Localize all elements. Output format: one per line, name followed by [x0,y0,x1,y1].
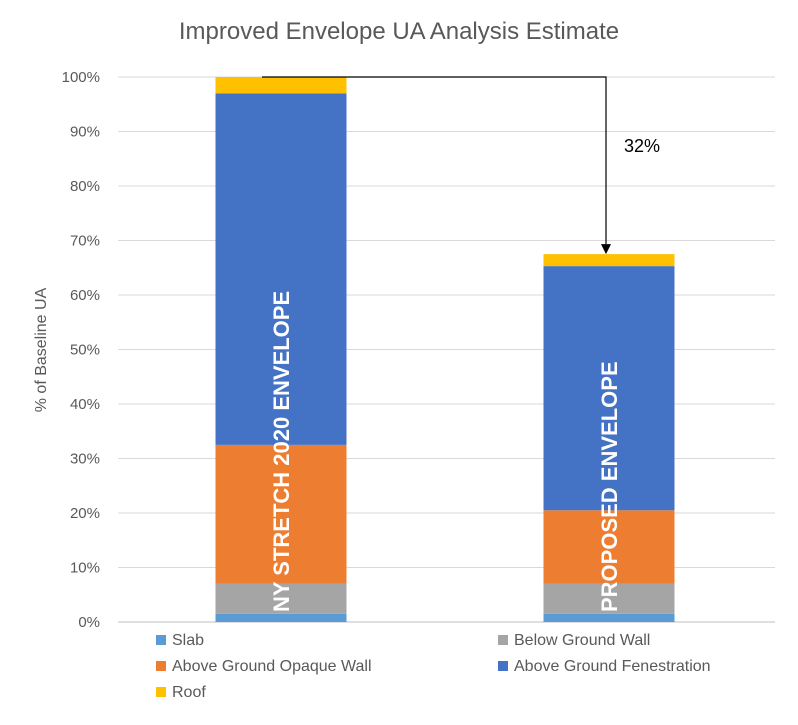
bar-segment [215,93,347,445]
legend-swatch [498,661,508,671]
legend-item: Slab [156,632,204,650]
reduction-annotation: 32% [262,76,660,255]
bar-category-labels: NY STRETCH 2020 ENVELOPE PROPOSED ENVELOP… [269,291,622,612]
legend-label: Below Ground Wall [514,632,651,649]
bar-segment [543,613,675,622]
legend-item: Above Ground Fenestration [498,658,711,676]
y-tick-label: 100% [62,69,100,86]
y-tick-label: 60% [70,287,100,304]
legend-swatch [156,661,166,671]
legend-item: Roof [156,684,206,702]
bar-segment [215,613,347,622]
legend-swatch [498,635,508,645]
y-tick-label: 10% [70,560,100,577]
bars [215,77,675,622]
legend-label: Above Ground Opaque Wall [172,658,372,675]
legend-swatch [156,687,166,697]
y-axis-ticks: 0% 10% 20% 30% 40% 50% 60% 70% 80% 90% 100% [62,69,100,631]
legend-swatch [156,635,166,645]
annotation-label: 32% [624,136,660,156]
y-tick-label: 80% [70,178,100,195]
annotation-arrow-line [262,76,607,245]
bar-segment [215,583,347,614]
legend-item: Below Ground Wall [498,632,650,650]
bar-category-label: NY STRETCH 2020 ENVELOPE [269,291,294,612]
y-tick-label: 70% [70,233,100,250]
bar-segment [543,510,675,584]
legend-label: Slab [172,632,205,649]
legend-label: Roof [172,684,206,701]
y-tick-label: 90% [70,124,100,141]
bar-segment [543,583,675,614]
bar-segment [543,266,675,511]
y-tick-label: 40% [70,396,100,413]
y-tick-label: 0% [78,614,100,631]
y-tick-label: 20% [70,505,100,522]
bar-segment [543,254,675,267]
bar-segment [215,444,347,584]
bar-category-label: PROPOSED ENVELOPE [597,361,622,612]
legend-item: Above Ground Opaque Wall [156,658,372,676]
y-axis-label: % of Baseline UA [33,287,50,412]
chart-title: Improved Envelope UA Analysis Estimate [178,18,620,45]
legend-label: Above Ground Fenestration [514,658,711,675]
annotation-arrowhead [601,244,611,255]
y-tick-label: 50% [70,342,100,359]
y-tick-label: 30% [70,451,100,468]
bar-segment [215,77,347,94]
